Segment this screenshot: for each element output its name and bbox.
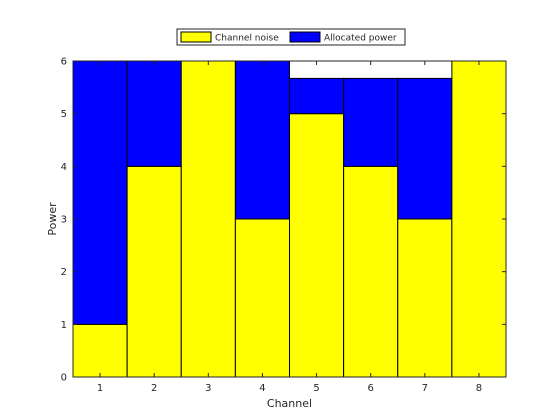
y-axis-label: Power xyxy=(46,202,59,236)
bar-noise-6 xyxy=(343,165,399,378)
bar-power-1 xyxy=(72,60,128,325)
bar-power-6 xyxy=(343,77,399,167)
bar-noise-7 xyxy=(397,218,453,378)
bar-noise-3 xyxy=(180,60,236,378)
bar-power-4 xyxy=(234,60,290,220)
legend-label: Allocated power xyxy=(324,34,397,44)
bar-noise-5 xyxy=(289,113,345,378)
x-tick-label: 5 xyxy=(313,383,319,394)
x-tick-label: 8 xyxy=(476,383,482,394)
y-tick-label: 1 xyxy=(61,320,67,331)
bars xyxy=(72,60,507,378)
bar-noise-2 xyxy=(126,165,182,378)
bar-noise-8 xyxy=(451,60,507,378)
y-tick-label: 4 xyxy=(61,162,67,173)
y-tick-label: 5 xyxy=(61,109,67,120)
x-tick-label: 6 xyxy=(368,383,374,394)
x-tick-label: 3 xyxy=(205,383,211,394)
y-tick-label: 2 xyxy=(61,267,67,278)
x-tick-label: 4 xyxy=(259,383,265,394)
y-tick-label: 3 xyxy=(61,215,67,226)
legend-swatch xyxy=(289,31,321,43)
ticks: 1 2 3 4 5 6 7 8 0 1 2 3 4 5 6 xyxy=(61,57,506,394)
bar-noise-4 xyxy=(234,218,290,378)
bar-power-5 xyxy=(289,77,345,115)
y-tick-label: 0 xyxy=(61,373,67,384)
y-tick-label: 6 xyxy=(61,57,67,68)
bar-power-2 xyxy=(126,60,182,167)
x-tick-label: 2 xyxy=(151,383,157,394)
legend: Channel noise Allocated power xyxy=(176,28,406,46)
bar-noise-1 xyxy=(72,323,128,378)
bar-power-7 xyxy=(397,77,453,220)
x-tick-label: 1 xyxy=(97,383,103,394)
legend-label: Channel noise xyxy=(215,34,279,44)
legend-swatch xyxy=(180,31,212,43)
x-axis-label: Channel xyxy=(267,397,312,410)
x-tick-label: 7 xyxy=(422,383,428,394)
